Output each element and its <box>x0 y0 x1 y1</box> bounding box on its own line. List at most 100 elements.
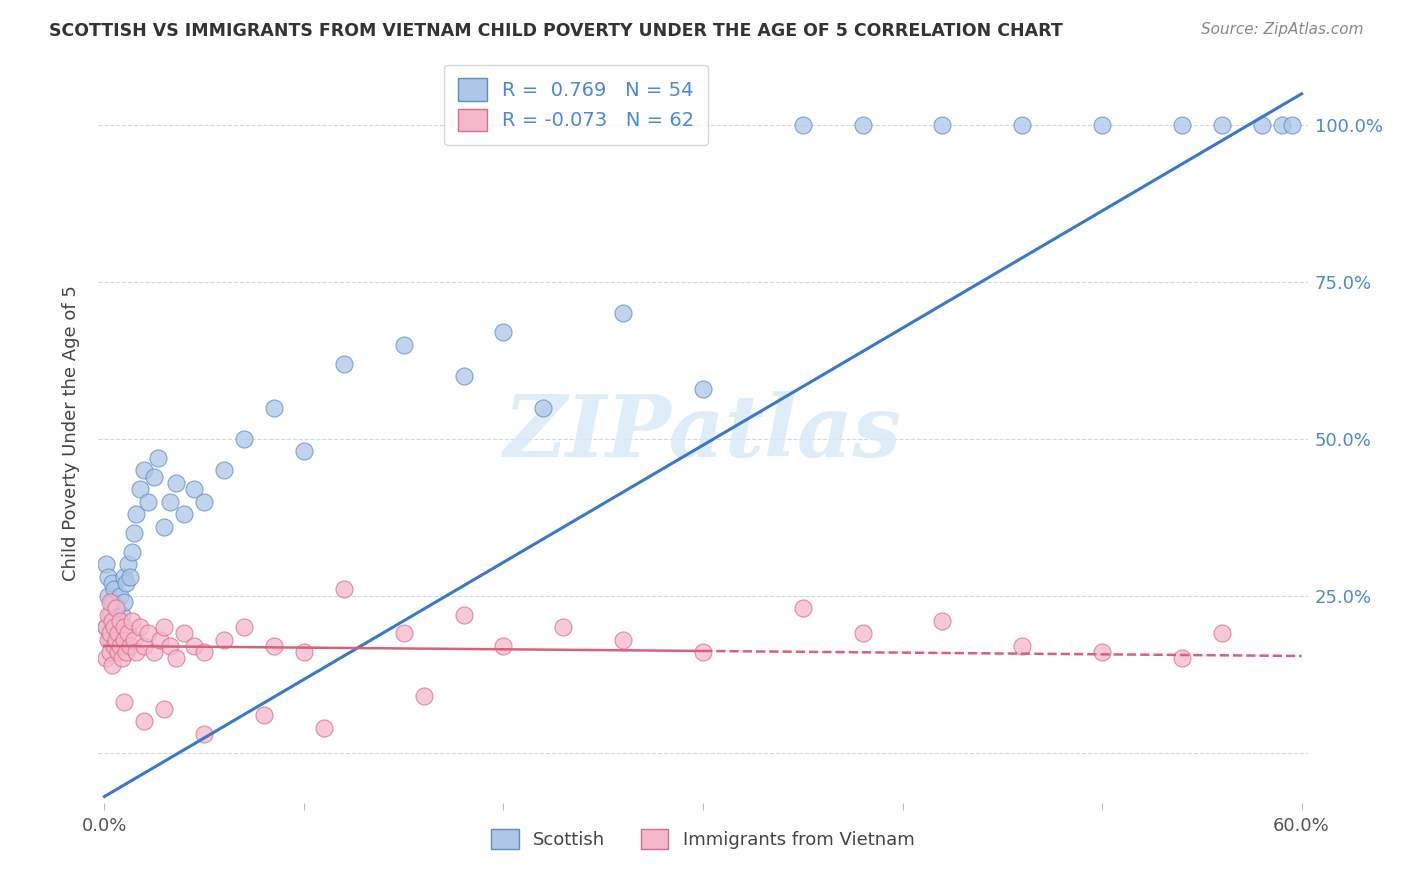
Point <box>107 645 129 659</box>
Point <box>115 645 138 659</box>
Point <box>100 632 122 647</box>
Point <box>134 463 156 477</box>
Text: Source: ZipAtlas.com: Source: ZipAtlas.com <box>1201 22 1364 37</box>
Point <box>121 545 143 559</box>
Point <box>1171 651 1194 665</box>
Point <box>96 620 118 634</box>
Point <box>292 444 315 458</box>
Point <box>852 626 875 640</box>
Point <box>103 639 125 653</box>
Point <box>612 306 634 320</box>
Point <box>1091 118 1114 132</box>
Point <box>692 382 714 396</box>
Point <box>1011 118 1033 132</box>
Point <box>111 651 134 665</box>
Point <box>143 469 166 483</box>
Point <box>112 695 135 709</box>
Point <box>129 482 152 496</box>
Point <box>292 645 315 659</box>
Point <box>103 620 125 634</box>
Point <box>101 576 124 591</box>
Point <box>107 626 129 640</box>
Point <box>96 620 118 634</box>
Y-axis label: Child Poverty Under the Age of 5: Child Poverty Under the Age of 5 <box>62 285 80 581</box>
Point <box>125 645 148 659</box>
Point <box>134 714 156 729</box>
Text: ZIPatlas: ZIPatlas <box>503 391 903 475</box>
Point <box>1091 645 1114 659</box>
Point <box>153 701 176 715</box>
Point <box>120 570 142 584</box>
Point <box>692 645 714 659</box>
Point <box>105 632 128 647</box>
Point <box>1250 118 1272 132</box>
Point <box>931 118 953 132</box>
Point <box>97 589 120 603</box>
Point <box>165 475 187 490</box>
Point <box>792 118 814 132</box>
Point <box>333 357 356 371</box>
Point <box>96 651 118 665</box>
Point <box>112 620 135 634</box>
Point <box>193 494 215 508</box>
Text: SCOTTISH VS IMMIGRANTS FROM VIETNAM CHILD POVERTY UNDER THE AGE OF 5 CORRELATION: SCOTTISH VS IMMIGRANTS FROM VIETNAM CHIL… <box>49 22 1063 40</box>
Point <box>105 601 128 615</box>
Point <box>193 727 215 741</box>
Point <box>97 607 120 622</box>
Point <box>121 614 143 628</box>
Point <box>263 639 285 653</box>
Point <box>101 614 124 628</box>
Point <box>1211 118 1233 132</box>
Point <box>117 626 139 640</box>
Point <box>134 639 156 653</box>
Point <box>100 595 122 609</box>
Point <box>453 369 475 384</box>
Point <box>112 570 135 584</box>
Point <box>1281 118 1303 132</box>
Point <box>129 620 152 634</box>
Point <box>159 494 181 508</box>
Point <box>412 689 434 703</box>
Point <box>103 614 125 628</box>
Point <box>392 338 415 352</box>
Point <box>110 614 132 628</box>
Point <box>852 118 875 132</box>
Point <box>553 620 575 634</box>
Point <box>105 601 128 615</box>
Point <box>148 450 170 465</box>
Point <box>492 325 515 339</box>
Legend: Scottish, Immigrants from Vietnam: Scottish, Immigrants from Vietnam <box>484 822 922 856</box>
Point <box>531 401 554 415</box>
Point <box>97 570 120 584</box>
Point <box>312 721 335 735</box>
Point <box>1211 626 1233 640</box>
Point <box>612 632 634 647</box>
Point <box>149 632 172 647</box>
Point <box>103 582 125 597</box>
Point <box>165 651 187 665</box>
Point <box>1011 639 1033 653</box>
Point <box>110 639 132 653</box>
Point <box>263 401 285 415</box>
Point <box>136 494 159 508</box>
Point <box>100 607 122 622</box>
Point <box>96 558 118 572</box>
Point <box>193 645 215 659</box>
Point <box>153 620 176 634</box>
Point <box>120 639 142 653</box>
Point <box>124 526 146 541</box>
Point <box>173 507 195 521</box>
Point <box>101 595 124 609</box>
Point <box>792 601 814 615</box>
Point <box>112 632 135 647</box>
Point <box>183 482 205 496</box>
Point <box>110 589 132 603</box>
Point <box>101 657 124 672</box>
Point <box>212 632 235 647</box>
Point <box>153 520 176 534</box>
Point <box>492 639 515 653</box>
Point <box>212 463 235 477</box>
Point <box>100 626 122 640</box>
Point <box>1171 118 1194 132</box>
Point <box>931 614 953 628</box>
